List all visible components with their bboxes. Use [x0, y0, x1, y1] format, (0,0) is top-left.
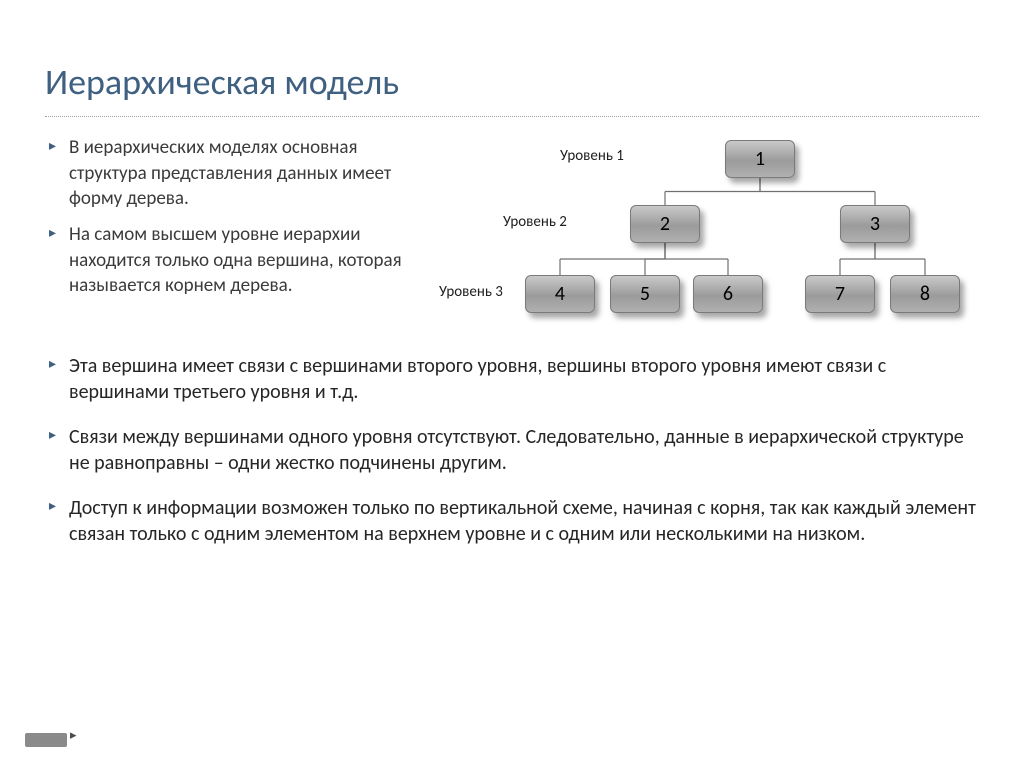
- left-text-column: В иерархических моделях основная структу…: [45, 135, 435, 335]
- tree-node: 5: [610, 275, 680, 313]
- tree-diagram: 12345678Уровень 1Уровень 2Уровень 3: [445, 135, 979, 335]
- tree-node: 2: [630, 205, 700, 243]
- slide-progress-tick: ▸: [70, 728, 77, 743]
- title-divider: [45, 116, 979, 117]
- bullet-item: На самом высшем уровне иерархии находитс…: [45, 222, 435, 299]
- bottom-bullet-list: Эта вершина имеет связи с вершинами втор…: [45, 353, 979, 547]
- bullet-item: Эта вершина имеет связи с вершинами втор…: [45, 353, 979, 406]
- bullet-item: Доступ к информации возможен только по в…: [45, 495, 979, 548]
- top-row: В иерархических моделях основная структу…: [45, 135, 979, 335]
- tree-level-label: Уровень 2: [503, 213, 567, 231]
- tree-node: 3: [840, 205, 910, 243]
- slide-progress-bar: [25, 733, 67, 747]
- tree-level-label: Уровень 3: [439, 283, 503, 301]
- tree-node: 6: [693, 275, 763, 313]
- tree-node: 7: [805, 275, 875, 313]
- tree-node: 1: [725, 140, 795, 178]
- bullet-item: Связи между вершинами одного уровня отсу…: [45, 424, 979, 477]
- tree-level-label: Уровень 1: [560, 147, 624, 165]
- bullet-item: В иерархических моделях основная структу…: [45, 135, 435, 212]
- tree-node: 4: [525, 275, 595, 313]
- slide-title: Иерархическая модель: [45, 60, 979, 104]
- top-bullet-list: В иерархических моделях основная структу…: [45, 135, 435, 299]
- tree-node: 8: [890, 275, 960, 313]
